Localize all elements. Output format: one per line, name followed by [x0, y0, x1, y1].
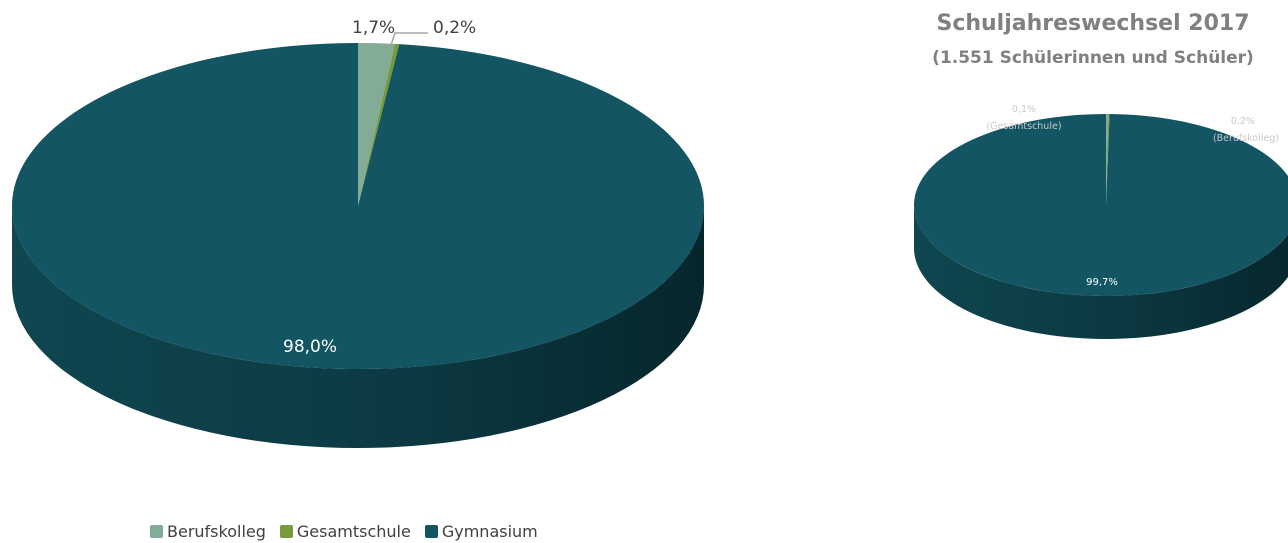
chart-title: Schuljahreswechsel 2017 [936, 11, 1249, 36]
data-label-gymnasium: 98,0% [283, 337, 337, 357]
data-sublabel-small-berufskolleg: (Berufskolleg) [1213, 133, 1279, 144]
legend-label-berufskolleg: Berufskolleg [167, 522, 266, 541]
pie-chart-small: 0,1% (Gesamtschule) 0,2% (Berufskolleg) … [914, 104, 1288, 339]
chart-subtitle: (1.551 Schülerinnen und Schüler) [932, 48, 1254, 68]
data-label-gesamtschule: 0,2% [433, 18, 476, 38]
legend-swatch-gesamtschule [279, 525, 293, 538]
legend-label-gesamtschule: Gesamtschule [296, 522, 411, 541]
legend: Berufskolleg Gesamtschule Gymnasium [150, 522, 538, 541]
data-label-small-gymnasium: 99,7% [1086, 277, 1118, 288]
leader-line-gesamtschule [390, 32, 428, 46]
pie-large-side [12, 206, 704, 448]
pie-small-slice-gymnasium [914, 114, 1288, 296]
data-sublabel-small-gesamtschule: (Gesamtschule) [986, 121, 1061, 132]
legend-item-gymnasium: Gymnasium [424, 522, 538, 541]
legend-swatch-gymnasium [424, 525, 438, 538]
legend-swatch-berufskolleg [150, 525, 163, 538]
pie-slice-gymnasium [11, 43, 704, 370]
data-label-berufskolleg: 1,7% [352, 18, 395, 38]
pie-slice-gesamtschule [358, 43, 400, 206]
data-label-small-gesamtschule: 0,1% [1012, 104, 1036, 115]
pie-chart-large: 1,7% 0,2% 98,0% [11, 18, 704, 448]
legend-item-berufskolleg: Berufskolleg [150, 522, 266, 541]
pie-small-side [914, 205, 1288, 339]
legend-label-gymnasium: Gymnasium [441, 522, 538, 541]
data-label-small-berufskolleg: 0,2% [1231, 116, 1255, 127]
legend-item-gesamtschule: Gesamtschule [279, 522, 411, 541]
pie-slice-berufskolleg [358, 43, 395, 206]
pie-small-slice-gesamtschule [1106, 114, 1110, 205]
pie-small-slice-berufskolleg [1106, 114, 1109, 205]
